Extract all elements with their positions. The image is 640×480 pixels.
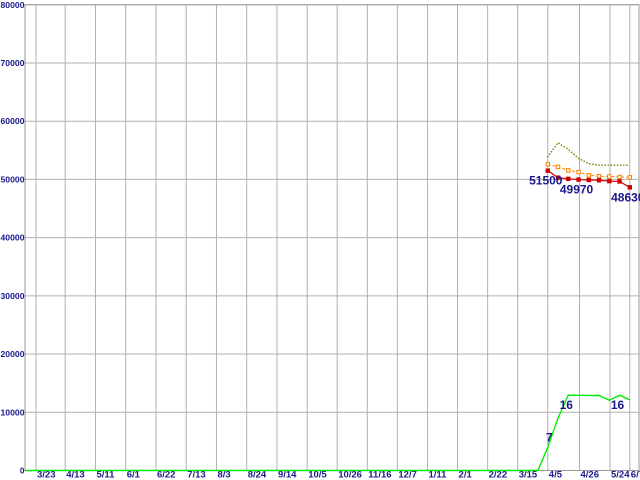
svg-text:10000: 10000 <box>1 407 25 417</box>
svg-text:0: 0 <box>20 466 25 476</box>
svg-text:4/26: 4/26 <box>581 470 600 480</box>
svg-text:80000: 80000 <box>1 0 25 10</box>
svg-text:16: 16 <box>611 398 625 412</box>
svg-text:60000: 60000 <box>1 116 25 126</box>
svg-text:49970: 49970 <box>560 183 594 197</box>
svg-text:7: 7 <box>546 430 553 444</box>
svg-text:16: 16 <box>560 398 574 412</box>
svg-text:70000: 70000 <box>1 58 25 68</box>
svg-text:20000: 20000 <box>1 349 25 359</box>
svg-text:40000: 40000 <box>1 233 25 243</box>
svg-text:4/5: 4/5 <box>549 470 563 480</box>
svg-text:48630: 48630 <box>611 190 640 204</box>
svg-text:6/7: 6/7 <box>631 470 640 480</box>
svg-text:5/24: 5/24 <box>611 470 630 480</box>
svg-text:51500: 51500 <box>529 174 563 188</box>
svg-text:50000: 50000 <box>1 174 25 184</box>
svg-text:30000: 30000 <box>1 291 25 301</box>
